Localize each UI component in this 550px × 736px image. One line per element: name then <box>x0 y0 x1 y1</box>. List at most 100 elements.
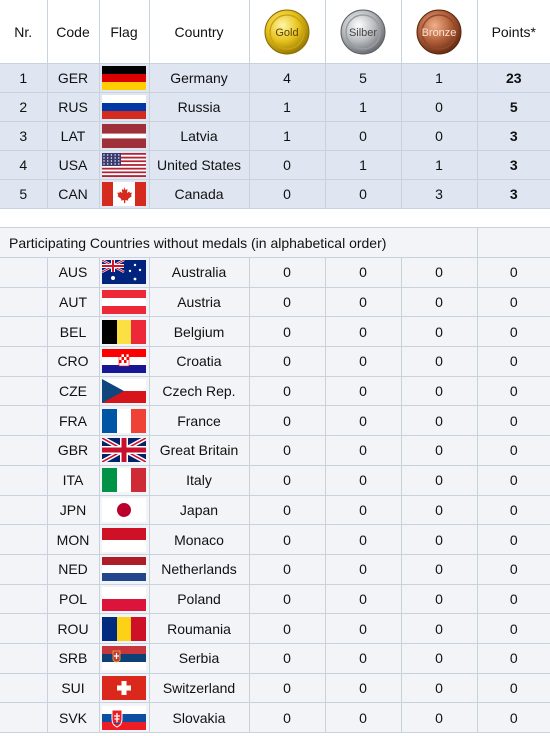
bronze-cell: 3 <box>400 179 478 209</box>
code-cell: BEL <box>46 316 100 348</box>
netherlands-flag-icon <box>102 557 146 582</box>
country-row: ROU Roumania 0 0 0 0 <box>0 613 550 644</box>
bronze-cell: 0 <box>400 524 478 555</box>
points-cell: 0 <box>476 286 550 318</box>
header-gold: Gold <box>248 0 326 64</box>
bronze-cell: 1 <box>400 63 478 93</box>
gold-cell: 1 <box>248 121 326 151</box>
flag-cell <box>98 583 150 615</box>
rank-cell <box>0 405 48 437</box>
germany-flag-icon <box>102 66 146 90</box>
medal-row: 4 USA United States 0 1 1 3 <box>0 150 550 180</box>
country-cell: Czech Rep. <box>148 375 250 407</box>
rank-cell <box>0 613 48 644</box>
country-cell: Great Britain <box>148 435 250 466</box>
switzerland-flag-icon <box>102 675 146 700</box>
country-row: ITA Italy 0 0 0 0 <box>0 464 550 496</box>
bronze-cell: 0 <box>400 316 478 348</box>
silver-cell: 1 <box>324 92 402 122</box>
points-cell: 0 <box>476 464 550 496</box>
points-cell: 0 <box>476 672 550 704</box>
country-row: POL Poland 0 0 0 0 <box>0 583 550 615</box>
rank-cell <box>0 316 48 348</box>
points-cell: 3 <box>476 150 550 180</box>
code-cell: GER <box>46 63 100 93</box>
gold-cell: 0 <box>248 583 326 615</box>
silver-cell: 0 <box>324 672 402 704</box>
bronze-cell: 0 <box>400 346 478 377</box>
flag-cell <box>98 150 150 180</box>
bronze-cell: 0 <box>400 613 478 644</box>
points-cell: 0 <box>476 583 550 615</box>
bronze-cell: 1 <box>400 150 478 180</box>
bronze-cell: 0 <box>400 405 478 437</box>
rank-cell <box>0 435 48 466</box>
bronze-cell: 0 <box>400 257 478 288</box>
flag-cell <box>98 553 150 585</box>
serbia-flag-icon <box>102 646 146 671</box>
section-empty-cell <box>476 227 550 258</box>
bronze-cell: 0 <box>400 494 478 526</box>
silver-cell: 0 <box>324 642 402 674</box>
flag-cell <box>98 346 150 377</box>
gold-cell: 0 <box>248 494 326 526</box>
gold-cell: 0 <box>248 346 326 377</box>
flag-cell <box>98 642 150 674</box>
canada-flag-icon <box>102 182 146 206</box>
bronze-cell: 0 <box>400 672 478 704</box>
rank-cell: 1 <box>0 63 48 93</box>
france-flag-icon <box>102 408 146 433</box>
code-cell: LAT <box>46 121 100 151</box>
points-cell: 0 <box>476 257 550 288</box>
bronze-cell: 0 <box>400 583 478 615</box>
silver-cell: 0 <box>324 179 402 209</box>
monaco-flag-icon <box>102 527 146 552</box>
code-cell: RUS <box>46 92 100 122</box>
flag-cell <box>98 405 150 437</box>
country-row: GBR Great Britain 0 0 0 0 <box>0 435 550 466</box>
country-cell: Russia <box>148 92 250 122</box>
code-cell: AUS <box>46 257 100 288</box>
gold-cell: 4 <box>248 63 326 93</box>
country-cell: Belgium <box>148 316 250 348</box>
country-cell: Monaco <box>148 524 250 555</box>
medal-row: 5 CAN Canada 0 0 3 3 <box>0 179 550 209</box>
header-country: Country <box>148 0 250 64</box>
flag-cell <box>98 702 150 733</box>
rank-cell <box>0 583 48 615</box>
flag-cell <box>98 672 150 704</box>
code-cell: AUT <box>46 286 100 318</box>
flag-cell <box>98 524 150 555</box>
gold-cell: 0 <box>248 179 326 209</box>
austria-flag-icon <box>102 290 146 315</box>
gold-label: Gold <box>275 27 298 39</box>
bronze-cell: 0 <box>400 286 478 318</box>
silver-cell: 0 <box>324 494 402 526</box>
silver-cell: 0 <box>324 464 402 496</box>
country-row: AUT Austria 0 0 0 0 <box>0 286 550 318</box>
points-cell: 0 <box>476 613 550 644</box>
code-cell: MON <box>46 524 100 555</box>
country-row: AUS Australia 0 0 0 0 <box>0 257 550 288</box>
country-row: BEL Belgium 0 0 0 0 <box>0 316 550 348</box>
flag-cell <box>98 435 150 466</box>
code-cell: SUI <box>46 672 100 704</box>
country-row: SRB Serbia 0 0 0 0 <box>0 642 550 674</box>
silver-cell: 5 <box>324 63 402 93</box>
flag-cell <box>98 92 150 122</box>
gold-medal-icon: Gold <box>264 9 310 54</box>
points-cell: 0 <box>476 346 550 377</box>
country-row: JPN Japan 0 0 0 0 <box>0 494 550 526</box>
great-britain-flag-icon <box>102 438 146 463</box>
silver-cell: 0 <box>324 375 402 407</box>
spacer-cell <box>0 208 550 228</box>
belgium-flag-icon <box>102 319 146 344</box>
header-points: Points* <box>476 0 550 64</box>
code-cell: JPN <box>46 494 100 526</box>
country-cell: Croatia <box>148 346 250 377</box>
czech-flag-icon <box>102 379 146 404</box>
silver-cell: 0 <box>324 702 402 733</box>
medal-row: 2 RUS Russia 1 1 0 5 <box>0 92 550 122</box>
medal-row: 1 GER Germany 4 5 1 23 <box>0 63 550 93</box>
